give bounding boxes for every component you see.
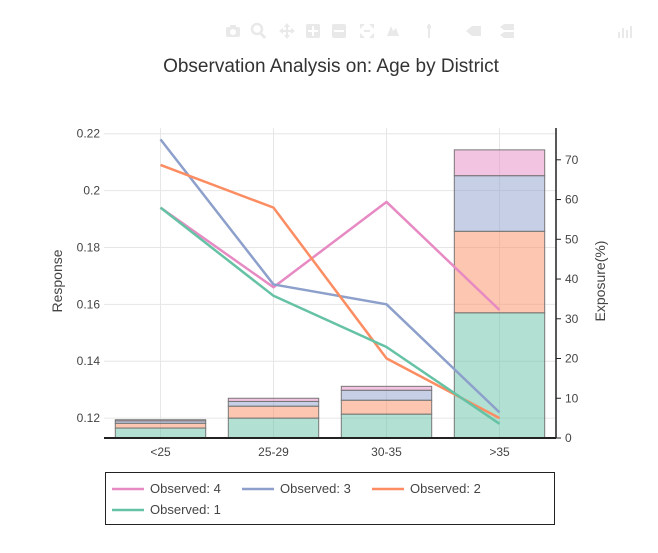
hover-closest-icon[interactable] — [464, 22, 482, 40]
legend-label: Observed: 3 — [280, 481, 351, 496]
y2-tick-label: 50 — [565, 232, 579, 246]
y-tick-label: 0.18 — [77, 240, 101, 254]
series-line — [159, 200, 501, 311]
series-line — [159, 138, 501, 414]
y2-axis-title: Exposure(%) — [592, 241, 608, 322]
legend-item[interactable]: Observed: 4 — [112, 481, 221, 496]
x-tick-label: 30-35 — [371, 445, 402, 459]
spike-lines-icon[interactable] — [420, 22, 438, 40]
legend: Observed: 4 Observed: 3 Observed: 2 Observe… — [105, 472, 555, 525]
bar-segment — [340, 399, 433, 415]
y2-tick-label: 30 — [565, 312, 579, 326]
hover-compare-icon[interactable] — [498, 22, 516, 40]
y2-tick-label: 0 — [565, 431, 572, 445]
bar-segment — [453, 175, 546, 232]
y-tick-label: 0.2 — [83, 184, 100, 198]
y2-tick-label: 40 — [565, 272, 579, 286]
reset-axes-icon[interactable] — [384, 22, 402, 40]
y2-tick-label: 70 — [565, 153, 579, 167]
series-line — [159, 206, 501, 425]
bar-segment — [227, 397, 320, 402]
y-tick-label: 0.22 — [77, 127, 101, 141]
legend-label: Observed: 2 — [410, 481, 481, 496]
bar-segment — [227, 400, 320, 407]
chart-toolbar — [224, 20, 644, 44]
bar-segment — [114, 427, 207, 439]
y2-tick-label: 10 — [565, 391, 579, 405]
line-series — [159, 138, 501, 425]
zoom-icon[interactable] — [250, 22, 268, 40]
legend-label: Observed: 1 — [150, 502, 221, 517]
chart-title: Observation Analysis on: Age by District — [163, 56, 500, 77]
bar-segment — [227, 417, 320, 439]
pan-icon[interactable] — [278, 22, 296, 40]
legend-item[interactable]: Observed: 3 — [242, 481, 351, 496]
bar-segment — [227, 405, 320, 419]
bar-segment — [114, 422, 207, 429]
bar-segment — [453, 149, 546, 177]
zoom-out-icon[interactable] — [330, 22, 348, 40]
bar-segment — [340, 389, 433, 401]
y2-tick-label: 20 — [565, 352, 579, 366]
series-line — [160, 163, 501, 420]
legend-box — [105, 472, 555, 525]
x-tick-label: <25 — [150, 445, 171, 459]
bar-segment — [453, 312, 546, 439]
plotly-logo-icon[interactable] — [616, 22, 634, 40]
zoom-in-icon[interactable] — [304, 22, 322, 40]
y-tick-label: 0.12 — [77, 411, 101, 425]
x-tick-label: 25-29 — [258, 445, 289, 459]
legend-item[interactable]: Observed: 1 — [112, 502, 221, 517]
y-tick-label: 0.16 — [77, 297, 101, 311]
bar-segment — [340, 385, 433, 391]
legend-label: Observed: 4 — [150, 481, 221, 496]
legend-item[interactable]: Observed: 2 — [372, 481, 481, 496]
y-axis-title: Response — [49, 249, 65, 312]
autoscale-icon[interactable] — [358, 22, 376, 40]
axes: 0.12 0.14 0.16 0.18 0.2 0.22 0 10 20 30 40 50 60 70 <2… — [77, 127, 579, 459]
bar-segment — [114, 419, 207, 422]
bar-segment — [453, 230, 546, 314]
camera-icon[interactable] — [224, 22, 242, 40]
x-tick-label: >35 — [489, 445, 510, 459]
bar-segment — [340, 413, 433, 439]
y-tick-label: 0.14 — [77, 354, 101, 368]
y2-tick-label: 60 — [565, 193, 579, 207]
